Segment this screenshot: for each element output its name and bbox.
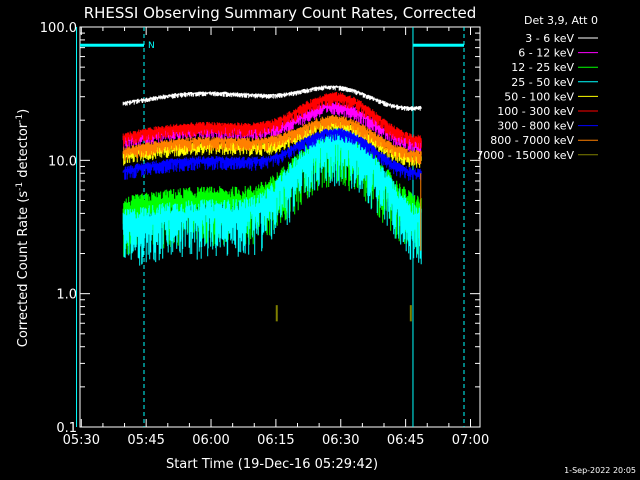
series-trace [122, 85, 422, 112]
y-tick-label: 100.0 [40, 21, 77, 36]
footer-date: 1-Sep-2022 20:05 [564, 466, 636, 475]
series-trace [122, 91, 422, 149]
x-tick-label: 06:45 [387, 433, 424, 448]
legend-label: 6 - 12 keV [518, 47, 574, 60]
y-tick-label: 0.1 [56, 421, 77, 436]
legend-label: 50 - 100 keV [504, 90, 574, 103]
series-trace [122, 114, 422, 165]
legend-label: 100 - 300 keV [497, 105, 574, 118]
x-tick-label: 07:00 [452, 433, 489, 448]
series-300-800-kev [122, 128, 422, 181]
x-tick-label: 05:45 [127, 433, 164, 448]
saa-bar [412, 43, 464, 47]
y-tick-label: 1.0 [56, 288, 77, 303]
legend-label: 800 - 7000 keV [490, 134, 574, 147]
legend-label: 12 - 25 keV [511, 61, 574, 74]
legend-label: 300 - 800 keV [497, 120, 574, 133]
x-tick-label: 06:00 [192, 433, 229, 448]
series-100-300-kev [122, 91, 422, 149]
x-tick-label: 06:30 [322, 433, 359, 448]
legend-label: 3 - 6 keV [525, 32, 574, 45]
y-axis-label-part2: detector [16, 122, 31, 182]
legend-title: Det 3,9, Att 0 [524, 14, 598, 27]
legend-label: 7000 - 15000 keV [476, 149, 574, 162]
legend-label: 25 - 50 keV [511, 76, 574, 89]
series-25-50-kev [122, 128, 422, 266]
y-axis-label-sup1: -1 [15, 182, 25, 191]
plot-area: 05:30 05:45 06:00 06:15 06:30 06:45 07:00 100.0… [40, 21, 489, 448]
y-axis-label: Corrected Count Rate (s-1 detector-1) [15, 109, 31, 347]
y-axis-label-sup2: -1 [15, 114, 25, 123]
y-axis-label-part1: Corrected Count Rate (s [16, 191, 31, 348]
y-axis-label-part3: ) [16, 109, 31, 114]
chart-title: RHESSI Observing Summary Count Rates, Co… [84, 4, 477, 22]
x-tick-label: 06:15 [257, 433, 294, 448]
series-trace [122, 128, 422, 266]
series-800-7000-kev [122, 114, 422, 165]
x-tick-label: 05:30 [63, 433, 100, 448]
y-tick-label: 10.0 [48, 154, 77, 169]
saa-bar [80, 43, 144, 47]
series-trace [122, 128, 422, 181]
series-3-6-kev [122, 85, 422, 112]
saa-marker-label: N [148, 41, 155, 51]
x-axis-label: Start Time (19-Dec-16 05:29:42) [166, 457, 378, 472]
plot-frame [79, 26, 481, 428]
